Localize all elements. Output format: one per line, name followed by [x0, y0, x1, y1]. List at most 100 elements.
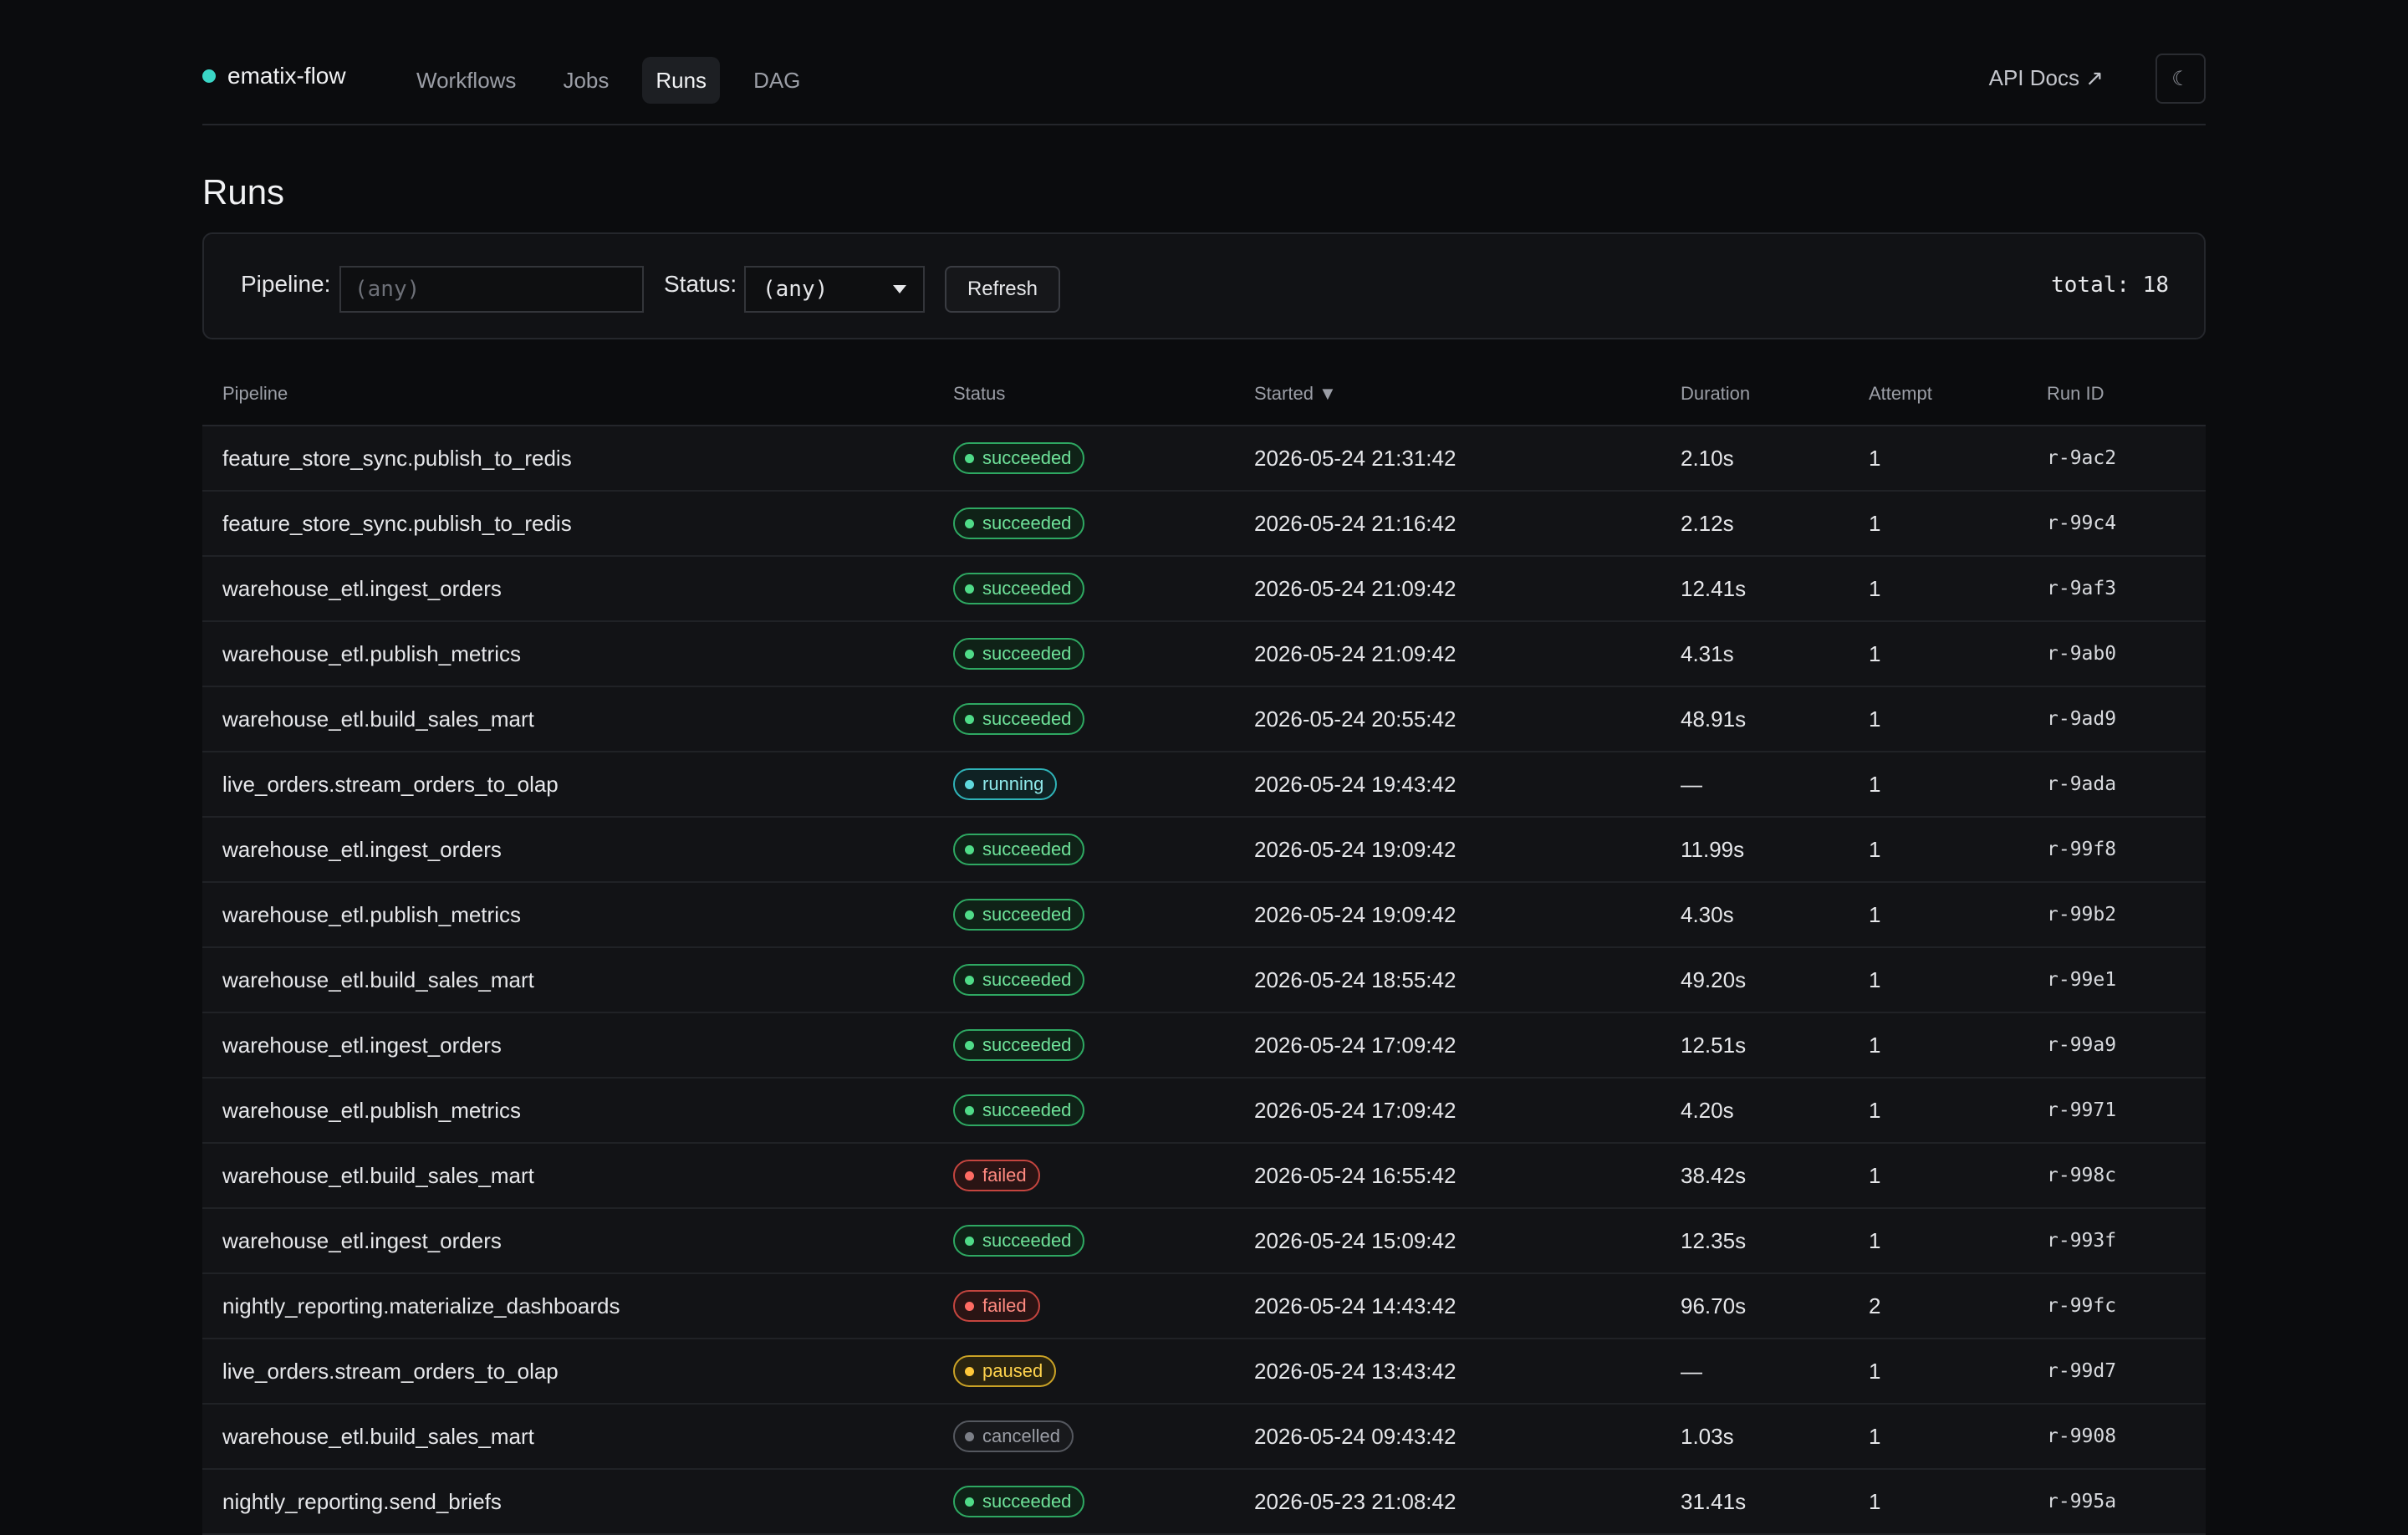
pipeline-filter-label: Pipeline: [241, 271, 331, 297]
cell-run-id[interactable]: r-99e1 [2047, 969, 2117, 991]
table-row[interactable]: warehouse_etl.build_sales_mart succeeded 2… [202, 687, 2206, 752]
table-row[interactable]: warehouse_etl.build_sales_mart succeeded 2… [202, 948, 2206, 1013]
cell-run-id[interactable]: r-993f [2047, 1230, 2117, 1252]
status-badge: succeeded [953, 573, 1085, 604]
cell-run-id[interactable]: r-99b2 [2047, 904, 2117, 926]
cell-duration: 49.20s [1681, 967, 1747, 992]
status-badge: succeeded [953, 899, 1085, 931]
cell-run-id[interactable]: r-9ada [2047, 773, 2117, 795]
cell-run-id[interactable]: r-9ab0 [2047, 643, 2117, 665]
refresh-button[interactable]: Refresh [945, 266, 1060, 313]
cell-run-id[interactable]: r-998c [2047, 1165, 2117, 1186]
cell-duration: 2.12s [1681, 511, 1734, 536]
cell-pipeline[interactable]: nightly_reporting.send_briefs [222, 1489, 502, 1514]
cell-pipeline[interactable]: warehouse_etl.publish_metrics [222, 641, 521, 666]
status-badge: failed [953, 1290, 1040, 1322]
col-header-pipeline[interactable]: Pipeline [222, 383, 288, 404]
cell-pipeline[interactable]: warehouse_etl.publish_metrics [222, 902, 521, 927]
status-badge-label: succeeded [982, 1099, 1072, 1120]
brand[interactable]: ematix-flow [202, 63, 346, 89]
status-filter-label: Status: [664, 271, 737, 297]
status-dot-icon [965, 1366, 974, 1376]
nav-dag[interactable]: DAG [753, 68, 801, 93]
runs-table: Pipeline Status Started ▼ Duration Attem… [202, 360, 2206, 1535]
table-row[interactable]: feature_store_sync.publish_to_redis succe… [202, 492, 2206, 557]
status-badge-label: succeeded [982, 708, 1072, 729]
col-header-status[interactable]: Status [953, 383, 1006, 404]
table-row[interactable]: warehouse_etl.build_sales_mart failed 2026… [202, 1144, 2206, 1209]
cell-run-id[interactable]: r-99f8 [2047, 839, 2117, 860]
cell-pipeline[interactable]: live_orders.stream_orders_to_olap [222, 772, 559, 797]
status-badge: succeeded [953, 1486, 1085, 1517]
cell-pipeline[interactable]: nightly_reporting.materialize_dashboards [222, 1293, 620, 1318]
table-row[interactable]: nightly_reporting.materialize_dashboards… [202, 1274, 2206, 1339]
cell-run-id[interactable]: r-9ac2 [2047, 447, 2117, 469]
table-row[interactable]: warehouse_etl.build_sales_mart cancelled 2… [202, 1405, 2206, 1470]
table-row[interactable]: live_orders.stream_orders_to_olap paused 2… [202, 1339, 2206, 1405]
status-badge-label: cancelled [982, 1425, 1060, 1446]
cell-run-id[interactable]: r-99d7 [2047, 1360, 2117, 1382]
status-badge: succeeded [953, 442, 1085, 474]
col-header-run-id[interactable]: Run ID [2047, 383, 2104, 404]
table-row[interactable]: live_orders.stream_orders_to_olap running… [202, 752, 2206, 818]
table-row[interactable]: warehouse_etl.ingest_orders succeeded 2026… [202, 1209, 2206, 1274]
status-dot-icon [965, 1040, 974, 1050]
cell-pipeline[interactable]: warehouse_etl.ingest_orders [222, 1033, 502, 1058]
status-badge-label: succeeded [982, 1230, 1072, 1251]
status-dot-icon [965, 1301, 974, 1311]
cell-duration: 12.41s [1681, 576, 1747, 601]
cell-started: 2026-05-24 17:09:42 [1254, 1098, 1457, 1123]
cell-pipeline[interactable]: warehouse_etl.publish_metrics [222, 1098, 521, 1123]
nav-runs[interactable]: Runs [642, 57, 721, 104]
brand-name: ematix-flow [227, 63, 346, 89]
cell-run-id[interactable]: r-99fc [2047, 1295, 2117, 1317]
table-row[interactable]: warehouse_etl.publish_metrics succeeded 20… [202, 883, 2206, 948]
cell-pipeline[interactable]: warehouse_etl.build_sales_mart [222, 706, 534, 732]
table-row[interactable]: warehouse_etl.publish_metrics succeeded 20… [202, 622, 2206, 687]
cell-run-id[interactable]: r-99c4 [2047, 513, 2117, 534]
table-header: Pipeline Status Started ▼ Duration Attem… [202, 360, 2206, 426]
table-row[interactable]: warehouse_etl.ingest_orders succeeded 2026… [202, 1013, 2206, 1079]
table-row[interactable]: warehouse_etl.ingest_orders succeeded 2026… [202, 557, 2206, 622]
col-header-duration[interactable]: Duration [1681, 383, 1751, 404]
nav-jobs[interactable]: Jobs [563, 68, 610, 93]
filter-bar: Pipeline: Status: (any) Refresh total: 1… [202, 232, 2206, 339]
nav-workflows[interactable]: Workflows [416, 68, 517, 93]
status-filter-select[interactable]: (any) [744, 266, 925, 313]
page-title: Runs [202, 172, 285, 212]
table-row[interactable]: feature_store_sync.publish_to_redis succe… [202, 426, 2206, 492]
theme-toggle-button[interactable]: ☾ [2155, 54, 2206, 104]
app-root: ematix-flow Workflows Jobs Runs DAG API … [202, 0, 2206, 1535]
status-dot-icon [965, 453, 974, 463]
status-badge: succeeded [953, 1094, 1085, 1126]
cell-run-id[interactable]: r-99a9 [2047, 1034, 2117, 1056]
cell-pipeline[interactable]: feature_store_sync.publish_to_redis [222, 511, 572, 536]
col-header-started[interactable]: Started ▼ [1254, 383, 1337, 404]
cell-run-id[interactable]: r-9af3 [2047, 578, 2117, 599]
cell-pipeline[interactable]: live_orders.stream_orders_to_olap [222, 1359, 559, 1384]
table-row[interactable]: warehouse_etl.ingest_orders succeeded 2026… [202, 818, 2206, 883]
cell-run-id[interactable]: r-9971 [2047, 1099, 2117, 1121]
cell-run-id[interactable]: r-9908 [2047, 1425, 2117, 1447]
cell-pipeline[interactable]: warehouse_etl.ingest_orders [222, 576, 502, 601]
cell-run-id[interactable]: r-9ad9 [2047, 708, 2117, 730]
col-header-attempt[interactable]: Attempt [1869, 383, 1932, 404]
status-badge: succeeded [953, 1029, 1085, 1061]
api-docs-link[interactable]: API Docs ↗ [1988, 65, 2104, 90]
status-badge-label: succeeded [982, 513, 1072, 533]
cell-pipeline[interactable]: warehouse_etl.ingest_orders [222, 1228, 502, 1253]
cell-duration: 48.91s [1681, 706, 1747, 732]
cell-pipeline[interactable]: warehouse_etl.ingest_orders [222, 837, 502, 862]
status-badge-label: succeeded [982, 904, 1072, 925]
cell-run-id[interactable]: r-995a [2047, 1491, 2117, 1512]
status-badge-label: paused [982, 1360, 1043, 1381]
table-row[interactable]: warehouse_etl.publish_metrics succeeded 20… [202, 1079, 2206, 1144]
cell-attempt: 1 [1869, 1489, 1881, 1514]
cell-pipeline[interactable]: warehouse_etl.build_sales_mart [222, 1424, 534, 1449]
cell-pipeline[interactable]: warehouse_etl.build_sales_mart [222, 967, 534, 992]
cell-pipeline[interactable]: warehouse_etl.build_sales_mart [222, 1163, 534, 1188]
table-row[interactable]: nightly_reporting.send_briefs succeeded 20… [202, 1470, 2206, 1535]
pipeline-filter-input[interactable] [339, 266, 644, 313]
cell-pipeline[interactable]: feature_store_sync.publish_to_redis [222, 446, 572, 471]
